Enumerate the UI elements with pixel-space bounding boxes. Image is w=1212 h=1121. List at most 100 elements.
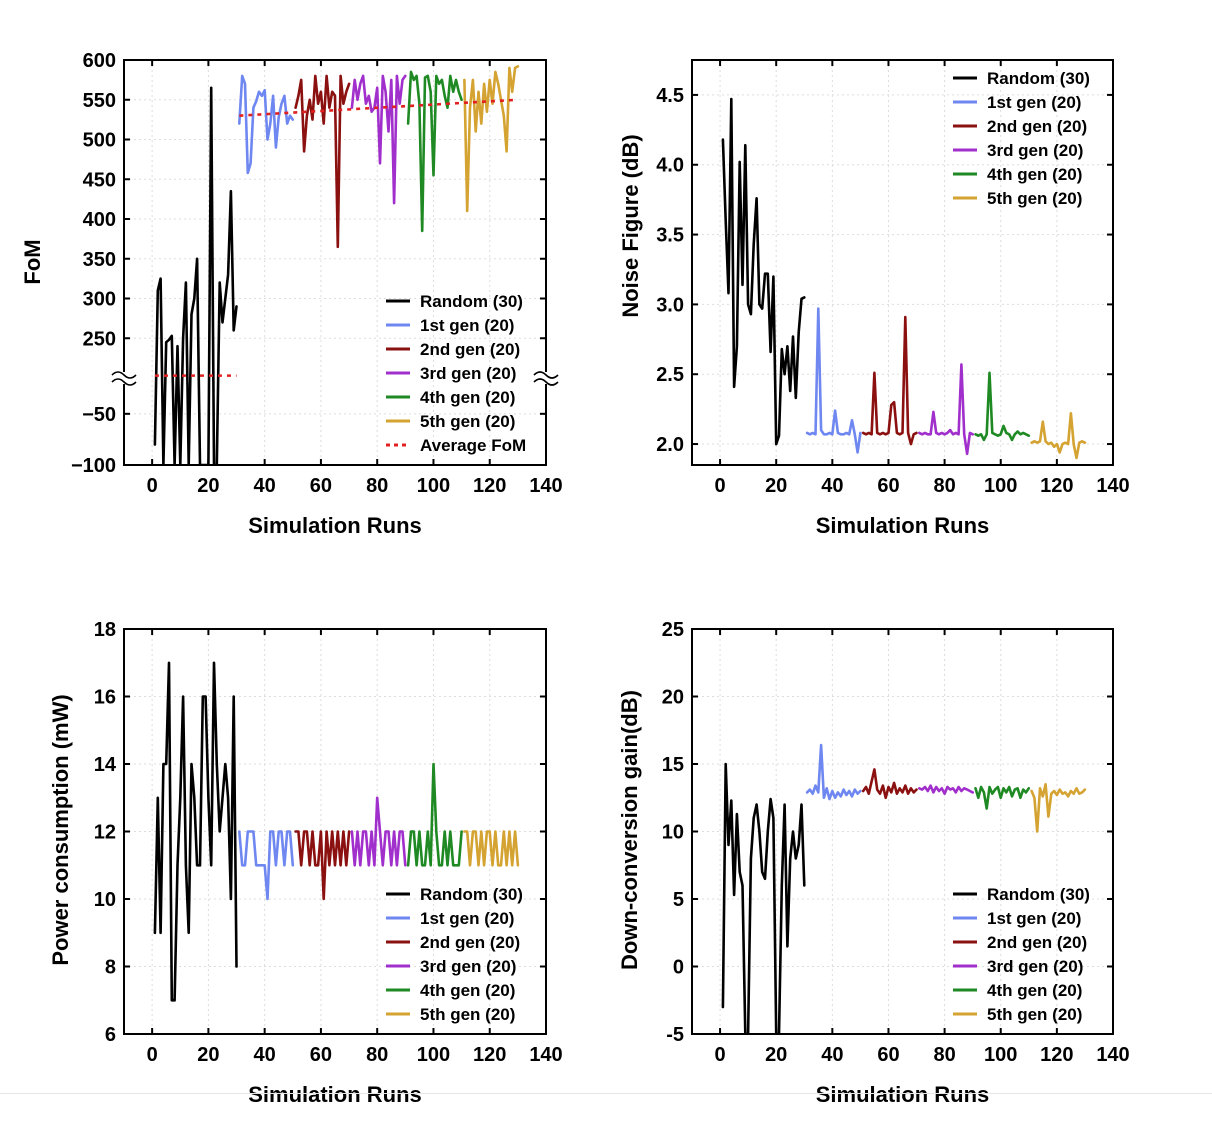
legend-entry-label: Random (30) xyxy=(987,69,1090,88)
x-tick-label: 100 xyxy=(984,475,1017,497)
x-tick-label: 60 xyxy=(310,1044,332,1066)
series-line xyxy=(805,743,862,801)
x-tick-label: 60 xyxy=(877,475,899,497)
x-tick-label: 0 xyxy=(147,475,158,497)
x-tick-label: 40 xyxy=(821,475,843,497)
legend-entry-label: Random (30) xyxy=(420,885,523,904)
y-tick-label: 450 xyxy=(83,169,116,191)
legend-entry-label: 3rd gen (20) xyxy=(987,141,1083,160)
plot-frame xyxy=(123,628,547,1035)
chart-fom: 250 300 350 400 450 500 550 600 −50 −100 0 20 40 60 80… xyxy=(20,50,563,538)
y-tick-label: 25 xyxy=(662,619,684,641)
x-tick-label: 140 xyxy=(529,475,562,497)
x-tick-label: 80 xyxy=(366,475,388,497)
y-tick-label: −100 xyxy=(71,455,116,477)
y-tick-label: 250 xyxy=(83,328,116,350)
series-line xyxy=(974,785,1031,810)
y-tick-label: 10 xyxy=(94,889,116,911)
y-tick-label: 500 xyxy=(83,130,116,152)
x-tick-label: 100 xyxy=(984,1044,1017,1066)
x-tick-label: 80 xyxy=(933,1044,955,1066)
chart-down_conversion_gain: -5 0 5 10 15 20 25 0 20 40 60 80 100 120 140 Simulation… xyxy=(617,619,1130,1107)
axis-break-mark xyxy=(533,378,559,386)
x-tick-label: 60 xyxy=(310,475,332,497)
series-line xyxy=(917,784,975,796)
plot-frame xyxy=(691,628,1114,1035)
y-tick-label: 20 xyxy=(662,687,684,709)
x-tick-label: 20 xyxy=(197,475,219,497)
axis-break-mask xyxy=(112,372,136,384)
x-tick-label: 120 xyxy=(1040,1044,1073,1066)
x-tick-label: 60 xyxy=(877,1044,899,1066)
legend: Random (30) 1st gen (20) 2nd gen (20) 3rd g… xyxy=(953,885,1090,1024)
x-tick-label: 20 xyxy=(765,475,787,497)
series-line xyxy=(350,796,407,867)
legend: Random (30) 1st gen (20) 2nd gen (20) 3rd g… xyxy=(386,885,523,1024)
series-line xyxy=(406,762,463,867)
series-line xyxy=(805,307,862,454)
x-tick-label: 0 xyxy=(715,475,726,497)
y-tick-label: 10 xyxy=(662,822,684,844)
y-axis-label: Power consumption (mW) xyxy=(48,694,73,965)
legend-entry-label: 2nd gen (20) xyxy=(420,340,520,359)
y-tick-label: 14 xyxy=(94,754,117,776)
y-tick-label: 600 xyxy=(83,50,116,72)
x-axis-label: Simulation Runs xyxy=(816,1082,990,1107)
legend-entry-label: Random (30) xyxy=(420,292,523,311)
y-axis-label: Noise Figure (dB) xyxy=(618,134,643,317)
legend-entry-label: 4th gen (20) xyxy=(987,981,1082,1000)
series-line xyxy=(721,762,806,1034)
x-tick-label: 20 xyxy=(197,1044,219,1066)
legend-entry-label: 3rd gen (20) xyxy=(420,364,516,383)
series-line xyxy=(917,363,975,456)
y-tick-label: -5 xyxy=(666,1024,684,1046)
x-tick-label: 120 xyxy=(473,1044,506,1066)
y-tick-label: 2.5 xyxy=(656,364,684,386)
plot-frame xyxy=(123,59,547,466)
average-fom-line xyxy=(239,98,518,117)
legend-entry-label: Average FoM xyxy=(420,436,526,455)
y-tick-label: 3.5 xyxy=(656,225,684,247)
legend-entry-label: 1st gen (20) xyxy=(420,316,514,335)
x-tick-label: 140 xyxy=(529,1044,562,1066)
series-line xyxy=(350,74,407,205)
series-line xyxy=(1030,411,1087,460)
series-line xyxy=(294,74,351,249)
legend-entry-label: 1st gen (20) xyxy=(987,93,1081,112)
y-tick-label: 8 xyxy=(105,957,116,979)
series-line xyxy=(238,74,295,175)
x-axis-label: Simulation Runs xyxy=(816,513,990,538)
x-tick-label: 80 xyxy=(933,475,955,497)
x-axis-label: Simulation Runs xyxy=(248,513,422,538)
axis-break-mark xyxy=(111,371,137,379)
y-tick-label: 400 xyxy=(83,209,116,231)
x-tick-label: 40 xyxy=(254,475,276,497)
x-tick-label: 140 xyxy=(1096,1044,1129,1066)
x-tick-label: 120 xyxy=(473,475,506,497)
y-tick-label: 2.0 xyxy=(656,434,684,456)
series-line xyxy=(153,86,238,465)
y-tick-label: 300 xyxy=(83,289,116,311)
y-tick-label: 350 xyxy=(83,249,116,271)
x-tick-label: 20 xyxy=(765,1044,787,1066)
series-line xyxy=(294,830,351,901)
x-tick-label: 140 xyxy=(1096,475,1129,497)
axis-break-mask xyxy=(534,372,558,384)
legend-entry-label: Random (30) xyxy=(987,885,1090,904)
legend-entry-label: 4th gen (20) xyxy=(987,165,1082,184)
chart-power: 6 8 10 12 14 16 18 0 20 40 60 80 100 120 140 Simulation… xyxy=(48,619,563,1107)
y-tick-label: −50 xyxy=(82,404,116,426)
legend-entry-label: 4th gen (20) xyxy=(420,981,515,1000)
series-line xyxy=(463,65,520,213)
y-tick-label: 5 xyxy=(673,889,684,911)
series-line xyxy=(153,661,238,1002)
y-tick-label: 6 xyxy=(105,1024,116,1046)
x-tick-label: 100 xyxy=(417,475,450,497)
legend-entry-label: 5th gen (20) xyxy=(420,1005,515,1024)
axis-break-mark xyxy=(111,378,137,386)
legend-entry-label: 4th gen (20) xyxy=(420,388,515,407)
x-tick-label: 100 xyxy=(417,1044,450,1066)
axis-break-mark xyxy=(533,371,559,379)
y-tick-label: 18 xyxy=(94,619,116,641)
